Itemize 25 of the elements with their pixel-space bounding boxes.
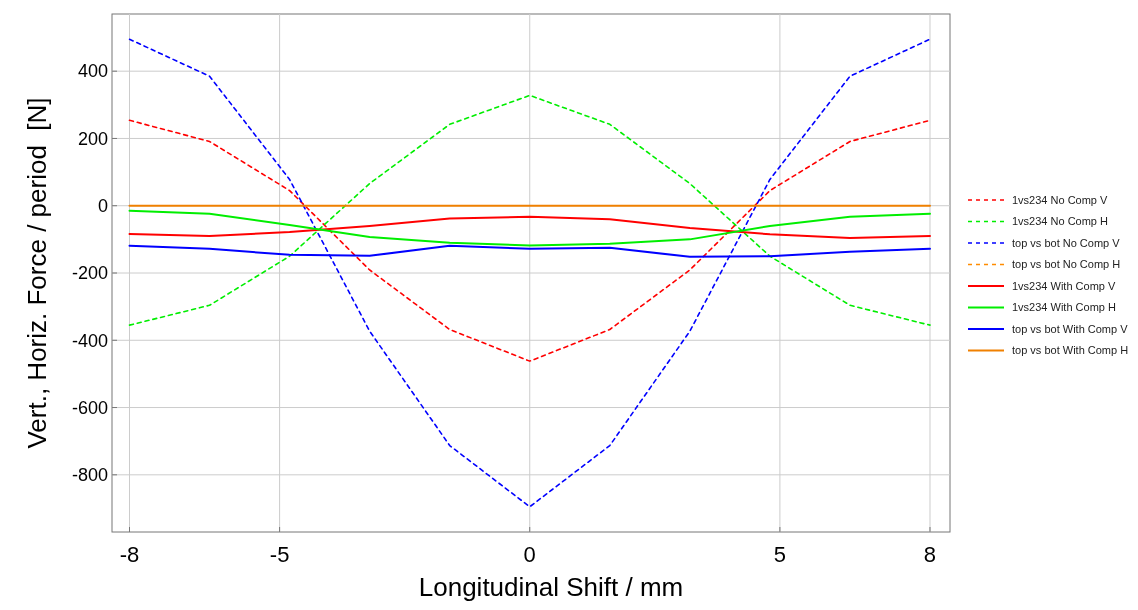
y-tick-label: 200 (77, 128, 108, 149)
x-tick-label: 8 (923, 542, 937, 567)
line-series (128, 38, 931, 508)
legend-label: top vs bot With Comp H (1012, 344, 1129, 357)
legend-label: top vs bot No Comp H (1012, 258, 1121, 271)
legend-label: 1vs234 No Comp H (1012, 215, 1109, 228)
x-tick-label: -5 (269, 542, 290, 567)
x-axis-title: Longitudinal Shift / mm (418, 572, 684, 602)
y-tick-label: -600 (71, 397, 108, 418)
x-tick-label: -8 (119, 542, 140, 567)
line-series (128, 119, 931, 362)
legend-label: 1vs234 With Comp H (1012, 301, 1116, 314)
line-series (128, 94, 931, 326)
y-tick-label: -200 (71, 263, 108, 284)
legend-label: 1vs234 No Comp V (1012, 193, 1109, 206)
legend-label: top vs bot With Comp V (1012, 322, 1129, 335)
x-tick-label: 0 (523, 542, 536, 567)
y-tick-label: 400 (77, 61, 108, 82)
legend-label: 1vs234 With Comp V (1012, 279, 1116, 292)
y-tick-label: 0 (97, 196, 108, 217)
y-axis-title: Vert., Horiz. Force / period [N] (22, 97, 52, 449)
y-tick-label: -800 (71, 465, 108, 486)
y-tick-label: -400 (71, 330, 108, 351)
legend-label: top vs bot No Comp V (1012, 236, 1121, 249)
x-tick-label: 5 (773, 542, 787, 567)
